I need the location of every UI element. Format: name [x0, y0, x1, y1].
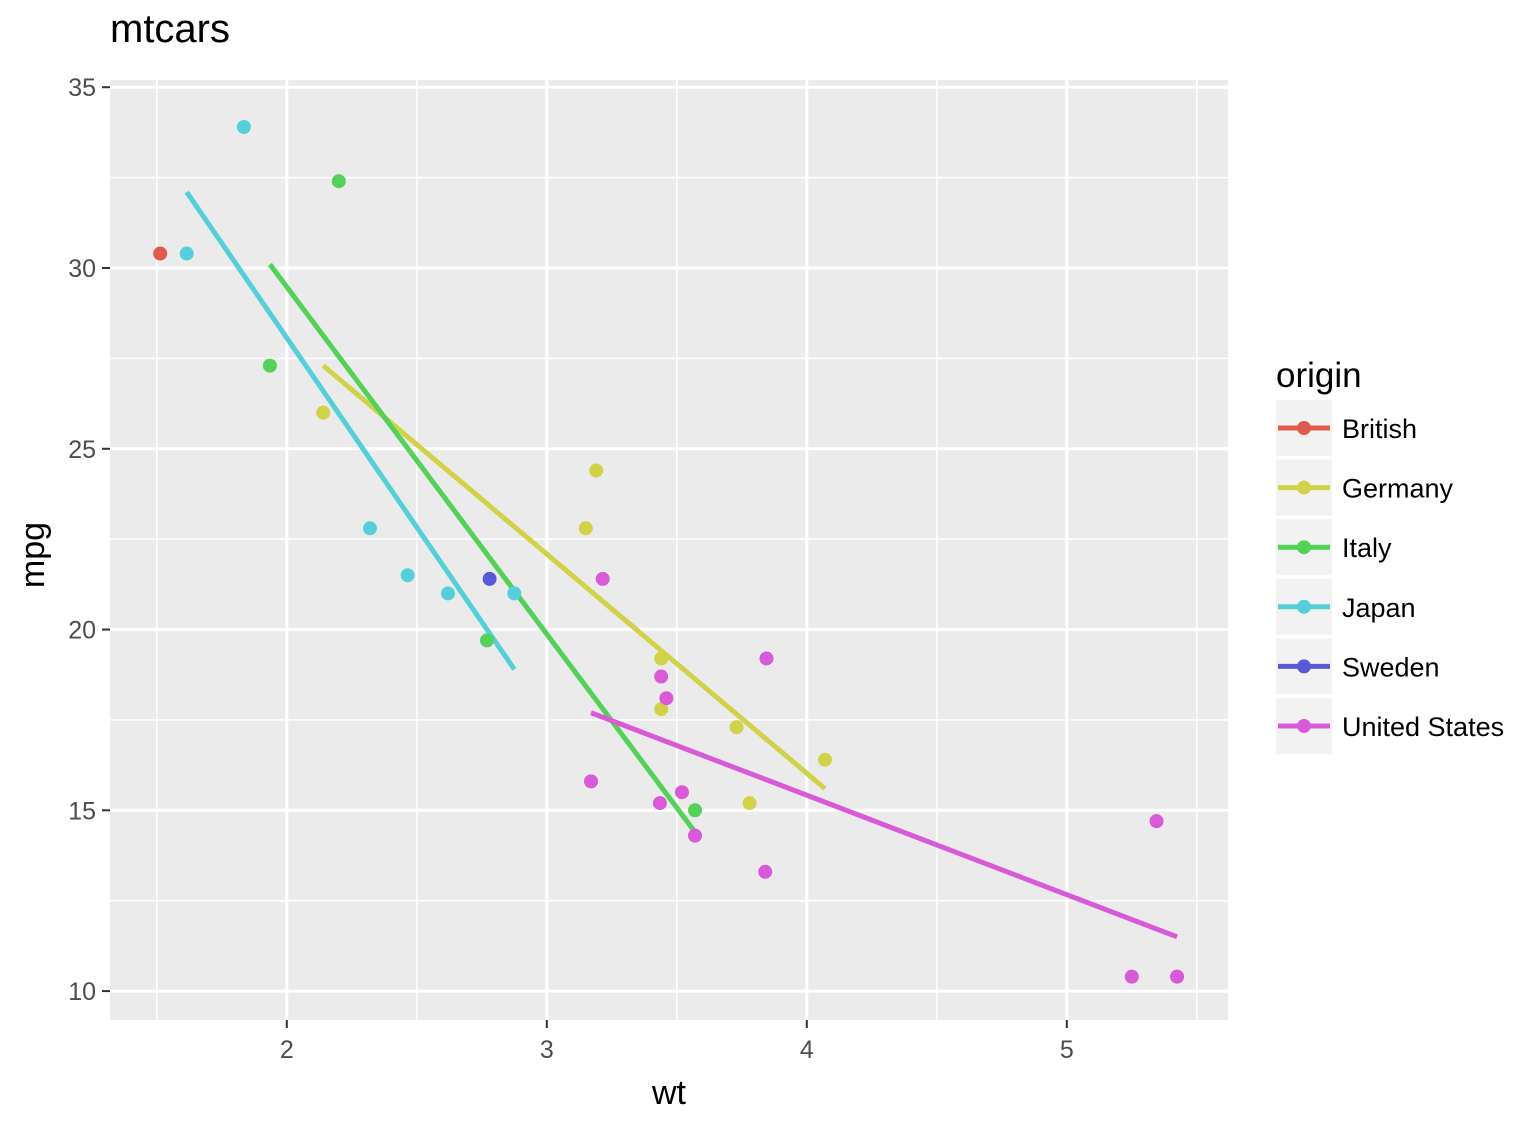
data-point-united-states: [758, 864, 773, 879]
data-point-united-states: [759, 651, 774, 666]
legend-title: origin: [1276, 356, 1362, 395]
fit-line-united-states: [590, 710, 1178, 940]
y-tick-label: 20: [68, 617, 96, 645]
legend-dot-italy: [1297, 540, 1311, 555]
data-point-united-states: [1149, 814, 1164, 829]
data-point-british: [153, 246, 168, 261]
legend-dot-british: [1297, 421, 1311, 435]
data-point-germany: [729, 720, 744, 735]
legend-label-sweden: Sweden: [1342, 652, 1440, 682]
y-tick-label: 30: [68, 255, 96, 283]
data-point-united-states: [659, 691, 674, 706]
legend-label-united-states: United States: [1342, 712, 1504, 742]
legend-label-italy: Italy: [1342, 533, 1392, 563]
x-axis: 2 3 4 5: [280, 1020, 1074, 1064]
fit-lines: [184, 190, 1178, 940]
fit-line-japan: [184, 190, 517, 671]
data-point-japan: [236, 120, 251, 134]
data-point-germany: [654, 651, 669, 666]
y-axis-title: mpg: [14, 522, 52, 588]
fit-line-germany: [321, 363, 827, 791]
plot-panel: [110, 80, 1228, 1020]
fit-line-italy: [267, 262, 698, 834]
data-point-united-states: [595, 571, 610, 586]
data-point-germany: [742, 796, 757, 811]
data-point-united-states: [1170, 969, 1185, 984]
legend-label-british: British: [1342, 414, 1417, 444]
legend-dot-germany: [1297, 480, 1311, 495]
y-axis: 10 15 20 25 30 35: [68, 74, 110, 1006]
data-point-germany: [654, 702, 669, 717]
x-tick-label: 2: [280, 1036, 294, 1064]
data-point-united-states: [1124, 969, 1139, 984]
data-point-united-states: [654, 669, 669, 684]
x-tick-label: 5: [1060, 1036, 1074, 1064]
legend-dot-sweden: [1297, 659, 1311, 674]
data-point-united-states: [584, 774, 598, 789]
data-point-germany: [316, 405, 331, 420]
data-point-germany: [818, 752, 832, 767]
data-point-united-states: [652, 796, 667, 811]
chart-title: mtcars: [110, 7, 230, 51]
data-point-united-states: [675, 785, 689, 800]
data-point-italy: [480, 633, 494, 648]
legend-label-germany: Germany: [1342, 474, 1454, 504]
legend-dot-japan: [1297, 599, 1311, 614]
data-point-germany: [578, 521, 593, 536]
y-tick-label: 15: [68, 797, 96, 825]
data-point-germany: [589, 463, 604, 478]
data-points: [153, 120, 1185, 984]
data-point-italy: [688, 803, 702, 818]
x-tick-label: 4: [800, 1036, 814, 1064]
data-point-italy: [262, 358, 277, 373]
x-axis-title: wt: [651, 1074, 687, 1112]
y-tick-label: 25: [68, 436, 96, 464]
data-point-japan: [441, 586, 455, 601]
y-tick-label: 35: [68, 74, 96, 102]
legend-dot-united-states: [1297, 719, 1311, 733]
grid-major: [110, 80, 1228, 1020]
data-point-sweden: [482, 571, 497, 586]
data-point-japan: [507, 586, 522, 601]
data-point-japan: [179, 246, 194, 261]
x-tick-label: 3: [540, 1036, 554, 1064]
legend: origin British Germany Italy Japan Sweden Uni…: [1276, 356, 1504, 754]
legend-label-japan: Japan: [1342, 593, 1416, 623]
data-point-japan: [400, 568, 415, 583]
grid-minor: [110, 80, 1228, 1020]
data-point-italy: [331, 174, 346, 189]
data-point-united-states: [688, 828, 702, 843]
y-tick-label: 10: [68, 978, 96, 1006]
data-point-japan: [363, 521, 377, 536]
